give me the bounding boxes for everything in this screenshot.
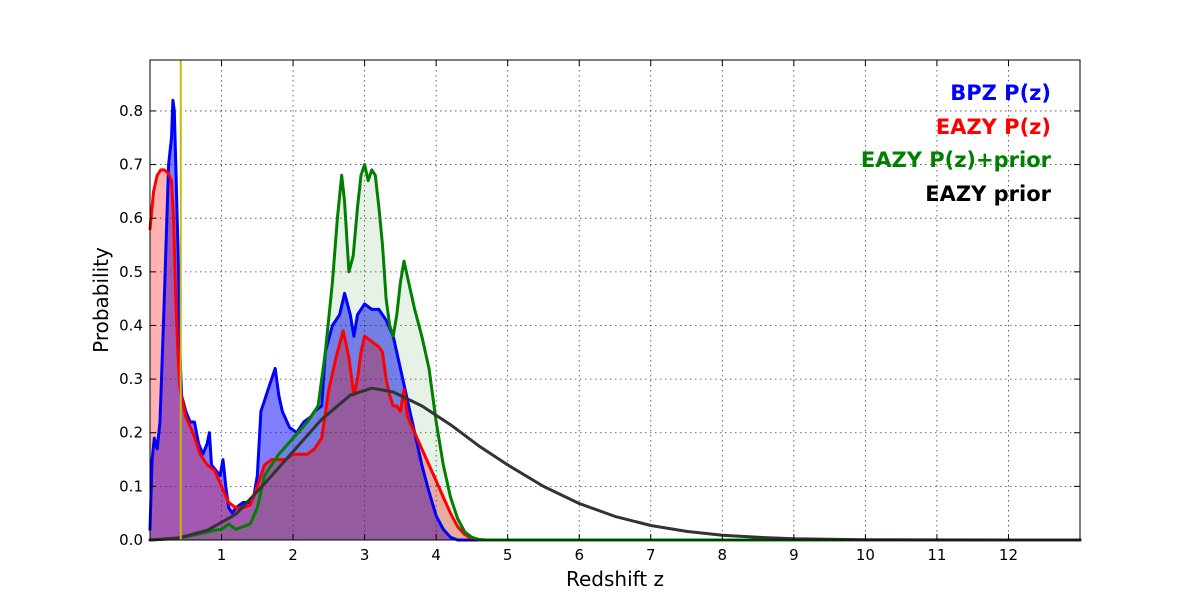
x-tick-label-3: 4 (431, 546, 441, 564)
x-tick-label-10: 11 (927, 546, 946, 564)
x-tick-label-11: 12 (999, 546, 1018, 564)
y-axis-ticks: 0.0 0.1 0.2 0.3 0.4 0.5 0.6 0.7 0.8 (119, 102, 1080, 549)
x-tick-label-6: 7 (646, 546, 656, 564)
y-tick-label-6: 0.6 (119, 209, 143, 227)
plot-frame (149, 59, 1081, 541)
y-tick-label-1: 0.1 (119, 477, 143, 495)
x-tick-label-4: 5 (503, 546, 513, 564)
y-tick-label-7: 0.7 (119, 156, 143, 174)
line-eazy-p-z (148, 168, 1082, 542)
x-tick-label-0: 1 (217, 546, 227, 564)
line-eazy-prior (148, 386, 1082, 542)
legend-entry-eazy: EAZY P(z) (936, 115, 1051, 139)
x-tick-label-2: 3 (360, 546, 370, 564)
y-tick-label-5: 0.5 (119, 263, 143, 281)
x-tick-label-8: 9 (789, 546, 799, 564)
x-tick-label-5: 6 (574, 546, 584, 564)
line-eazy-p-z-prior (148, 163, 1082, 542)
series-lines (148, 98, 1082, 542)
legend-entry-bpz: BPZ P(z) (950, 81, 1051, 105)
legend-entry-eazy-prior: EAZY prior (925, 182, 1051, 206)
area-bpz-p-z (150, 100, 1080, 540)
legend-entry-eazy-prior-combined: EAZY P(z)+prior (861, 148, 1052, 172)
y-tick-label-4: 0.4 (119, 316, 143, 334)
area-eazy-p-z (150, 169, 1080, 540)
y-tick-label-2: 0.2 (119, 424, 143, 442)
x-axis-ticks: 1 2 3 4 5 6 7 8 9 10 11 12 (217, 60, 1018, 564)
x-axis-label: Redshift z (566, 567, 664, 591)
legend: BPZ P(z) EAZY P(z) EAZY P(z)+prior EAZY … (861, 81, 1052, 206)
x-tick-label-1: 2 (288, 546, 298, 564)
y-axis-label: Probability (89, 247, 113, 353)
area-eazy-p-z-prior (150, 164, 1080, 540)
x-tick-label-7: 8 (718, 546, 728, 564)
grid (150, 60, 1080, 540)
y-tick-label-8: 0.8 (119, 102, 143, 120)
y-tick-label-0: 0.0 (119, 531, 143, 549)
y-tick-label-3: 0.3 (119, 370, 143, 388)
x-tick-label-9: 10 (856, 546, 875, 564)
